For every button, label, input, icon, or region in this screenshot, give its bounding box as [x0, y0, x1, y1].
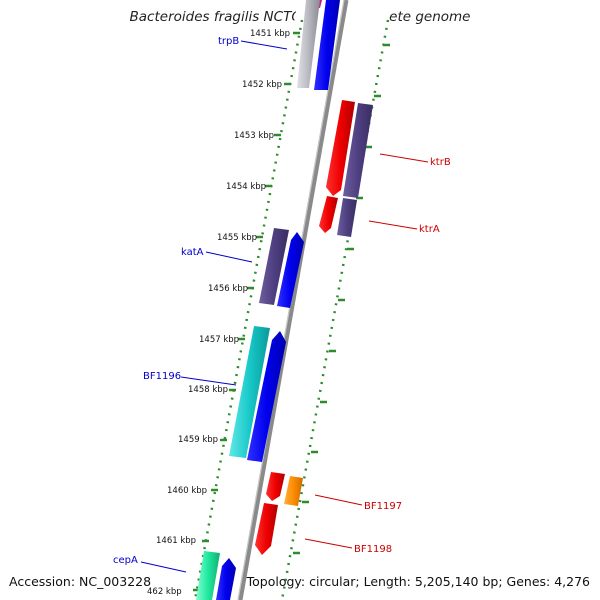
gene-label-text: katA [181, 247, 204, 258]
tick-label: 462 kbp [147, 587, 182, 597]
tick-label: 1451 kbp [250, 29, 290, 39]
tick-label: 1452 kbp [242, 80, 282, 90]
gene-label-text: cepA [113, 555, 138, 566]
major-ticks-right [293, 43, 390, 555]
tick-label: 1454 kbp [226, 182, 266, 192]
gene-blue-trpB[interactable] [314, 0, 340, 90]
gene-red-BF1198[interactable] [255, 503, 278, 555]
gene-red-BF1197[interactable] [266, 472, 285, 501]
gene-label-text: ktrB [430, 157, 451, 168]
gene-label-text: BF1198 [354, 544, 392, 555]
gene-red-ktrB[interactable] [326, 100, 355, 196]
topology-text: Topology: circular; Length: 5,205,140 bp… [246, 574, 590, 589]
gene-label-text: ktrA [419, 224, 440, 235]
gene-purple-ktrA[interactable] [337, 198, 357, 237]
gene-label-ktrB[interactable]: ktrB [379, 153, 451, 168]
gene-label-cepA[interactable]: cepA [113, 555, 187, 573]
accession-text: Accession: NC_003228 [9, 574, 152, 589]
tick-label: 1460 kbp [167, 486, 207, 496]
gene-red-ktrA[interactable] [319, 196, 338, 233]
tick-label: 1455 kbp [217, 233, 257, 243]
backbone-line [237, 0, 349, 600]
gene-label-BF1196[interactable]: BF1196 [143, 371, 237, 386]
gene-label-text: BF1197 [364, 501, 402, 512]
tick-label: 1461 kbp [156, 536, 196, 546]
tick-label: 1453 kbp [234, 131, 274, 141]
tick-label: 1459 kbp [178, 435, 218, 445]
gene-label-text: trpB [218, 36, 239, 47]
tick-labels: 1451 kbp 1452 kbp 1453 kbp 1454 kbp 1455… [147, 29, 290, 597]
gene-label-katA[interactable]: katA [181, 247, 253, 263]
gene-blue-cepA[interactable] [216, 558, 236, 600]
gene-label-ktrA[interactable]: ktrA [368, 220, 440, 235]
gene-gray-trpB-region[interactable] [297, 0, 320, 88]
gene-orange-BF1197[interactable] [284, 476, 303, 506]
gene-label-BF1197[interactable]: BF1197 [314, 494, 402, 512]
tick-label: 1456 kbp [208, 284, 248, 294]
gene-mint-cepA[interactable] [196, 551, 220, 600]
gene-purple-katA[interactable] [259, 228, 289, 305]
gene-label-text: BF1196 [143, 371, 181, 382]
gene-label-BF1198[interactable]: BF1198 [304, 538, 392, 555]
tick-label: 1458 kbp [188, 385, 228, 395]
gene-cyan-BF1196[interactable] [229, 326, 270, 458]
gene-purple-ktrB[interactable] [343, 103, 373, 198]
gene-label-trpB[interactable]: trpB [218, 36, 288, 50]
tick-label: 1457 kbp [199, 335, 239, 345]
gene-blue-BF1196[interactable] [247, 331, 286, 462]
gene-blue-katA[interactable] [277, 232, 304, 308]
